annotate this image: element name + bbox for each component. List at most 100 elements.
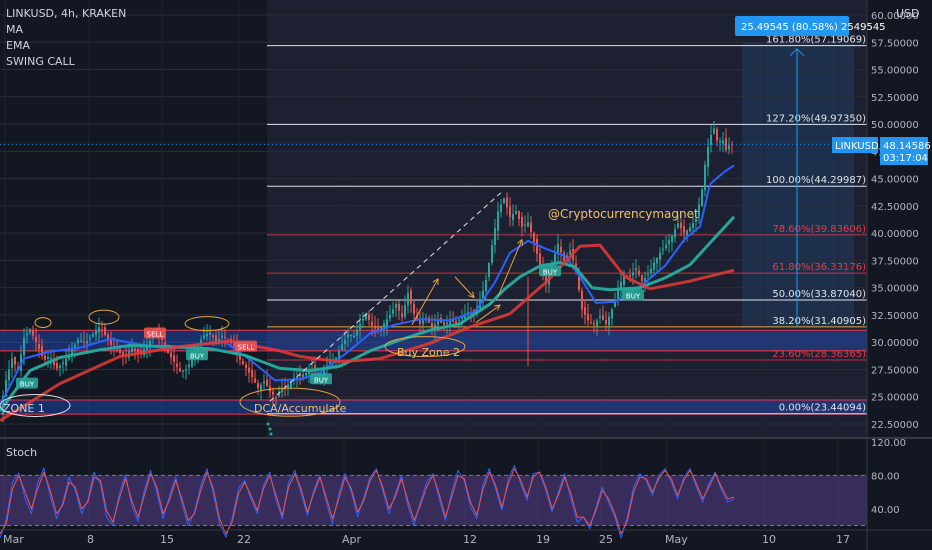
candle bbox=[329, 360, 331, 364]
candle bbox=[164, 342, 166, 347]
arrow-head bbox=[468, 291, 475, 299]
legend-swing-call[interactable]: SWING CALL bbox=[6, 55, 75, 68]
candle bbox=[578, 270, 580, 290]
y-tick-label: 60.00000 bbox=[871, 11, 919, 22]
candle bbox=[671, 235, 673, 243]
candle bbox=[242, 361, 244, 365]
candle bbox=[533, 233, 535, 242]
y-tick-label: 25.00000 bbox=[871, 393, 919, 404]
buy-zone-2-ellipse bbox=[384, 336, 466, 358]
candle bbox=[425, 317, 427, 319]
candle bbox=[344, 339, 346, 344]
candle bbox=[692, 223, 694, 228]
buy-tag-label: BUY bbox=[314, 376, 329, 384]
candle bbox=[386, 319, 388, 327]
candle bbox=[623, 274, 625, 285]
candle bbox=[89, 337, 91, 339]
arrow-head bbox=[516, 238, 524, 246]
candle bbox=[296, 377, 298, 379]
candle bbox=[392, 309, 394, 314]
sell-tag bbox=[235, 340, 257, 352]
fib-level-label: 38.20%(31.40905) bbox=[772, 316, 866, 327]
series-line bbox=[0, 243, 735, 422]
candle bbox=[656, 257, 658, 264]
arrow-line bbox=[475, 304, 501, 323]
candle bbox=[719, 140, 721, 142]
chart-legend: LINKUSD, 4h, KRAKEN MA EMA SWING CALL bbox=[6, 6, 126, 70]
symbol-title: LINKUSD, 4h, KRAKEN bbox=[6, 7, 127, 20]
candle bbox=[371, 321, 373, 326]
support-zone bbox=[0, 400, 867, 415]
candle bbox=[650, 268, 652, 274]
top-ellipse bbox=[88, 309, 120, 325]
candle bbox=[632, 272, 634, 276]
candle bbox=[341, 344, 343, 350]
candle bbox=[407, 293, 409, 306]
y-tick-label: 40.00000 bbox=[871, 229, 919, 240]
candle bbox=[689, 227, 691, 232]
candle bbox=[221, 335, 223, 338]
candle bbox=[419, 319, 421, 324]
x-tick-label: 12 bbox=[463, 533, 477, 546]
candle bbox=[614, 299, 616, 308]
candle bbox=[404, 305, 406, 317]
candle bbox=[677, 223, 679, 228]
buy-zone-2-label: Buy Zone 2 bbox=[397, 346, 460, 359]
candle bbox=[41, 346, 43, 357]
y-tick-label: 45.00000 bbox=[871, 175, 919, 186]
candle bbox=[398, 303, 400, 311]
arrow-line bbox=[497, 239, 523, 297]
candle bbox=[563, 253, 565, 261]
legend-ma[interactable]: MA bbox=[6, 23, 24, 36]
stoch-pane bbox=[0, 464, 867, 539]
candle bbox=[305, 372, 307, 376]
candle bbox=[584, 307, 586, 315]
candle bbox=[641, 275, 643, 282]
candle bbox=[62, 362, 64, 364]
candle bbox=[245, 364, 247, 369]
candle bbox=[452, 320, 454, 322]
candle bbox=[56, 363, 58, 369]
stoch-band bbox=[0, 475, 867, 526]
indicator-lines bbox=[0, 164, 736, 422]
candle bbox=[218, 338, 220, 342]
price-countdown: 03:17:04 bbox=[883, 153, 928, 164]
candle bbox=[176, 363, 178, 367]
candle bbox=[257, 383, 259, 389]
candle bbox=[131, 347, 133, 353]
candle bbox=[503, 198, 505, 203]
legend-ema[interactable]: EMA bbox=[6, 39, 30, 52]
candle bbox=[488, 262, 490, 277]
candle bbox=[395, 304, 397, 309]
stoch-y-tick: 120.00 bbox=[871, 438, 906, 449]
buy-tag bbox=[622, 289, 644, 301]
candle bbox=[659, 252, 661, 260]
currency-label: USD bbox=[896, 7, 920, 20]
sell-tag-label: SELL bbox=[147, 330, 164, 338]
candle bbox=[491, 245, 493, 263]
candle bbox=[35, 336, 37, 343]
candle bbox=[635, 268, 637, 271]
candle bbox=[203, 335, 205, 338]
candle bbox=[560, 246, 562, 253]
candle bbox=[605, 319, 607, 324]
candle bbox=[5, 380, 7, 397]
candle bbox=[569, 250, 571, 255]
candle bbox=[431, 322, 433, 329]
candle bbox=[608, 316, 610, 326]
candle bbox=[377, 325, 379, 332]
candle bbox=[590, 322, 592, 324]
candle bbox=[134, 348, 136, 351]
buy-tag-label: BUY bbox=[20, 381, 35, 389]
candle bbox=[611, 309, 613, 319]
zone-1-label: ZONE 1 bbox=[3, 402, 45, 415]
x-tick-label: 10 bbox=[762, 533, 776, 546]
candle bbox=[443, 322, 445, 325]
buy-tag bbox=[539, 265, 561, 277]
candle bbox=[284, 386, 286, 388]
candle bbox=[410, 290, 412, 304]
x-tick-label: 22 bbox=[237, 533, 251, 546]
sell-tag-label: SELL bbox=[238, 344, 255, 352]
candle bbox=[668, 240, 670, 245]
fib-level-label: 61.80%(36.33176) bbox=[772, 262, 866, 273]
